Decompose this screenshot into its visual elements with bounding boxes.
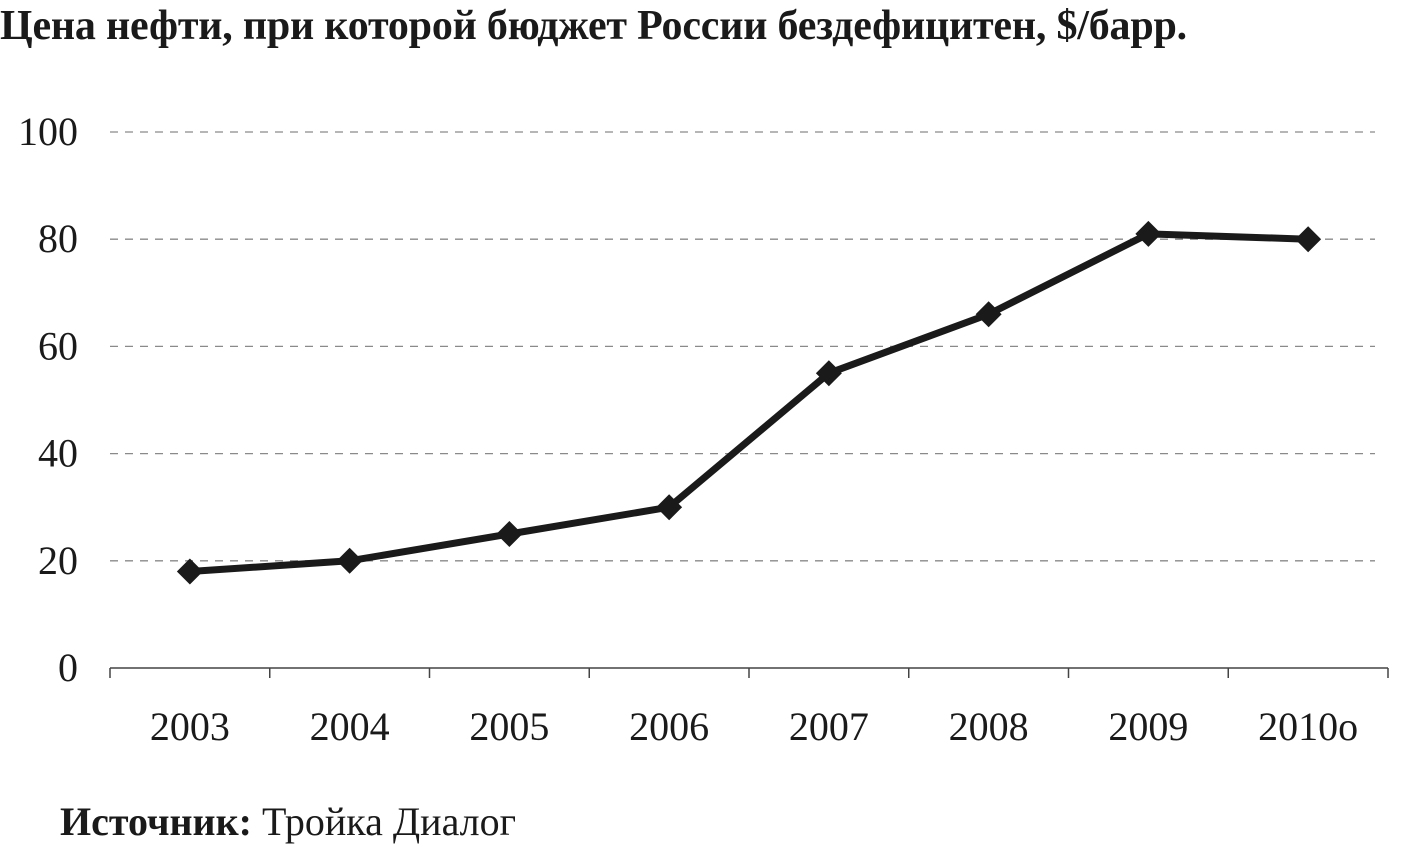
x-tick-label: 2009 [1108, 704, 1188, 749]
data-point-marker [176, 558, 203, 585]
data-point-marker [656, 494, 683, 521]
x-axis-tick-labels: 2003 2004 2005 2006 2007 2008 2009 2010о [150, 704, 1358, 749]
y-axis-tick-labels: 0 20 40 60 80 100 [18, 109, 78, 690]
source-text: Тройка Диалог [261, 799, 517, 844]
y-tick-label: 60 [38, 323, 78, 368]
x-axis [109, 667, 1389, 678]
x-tick-label: 2006 [629, 704, 709, 749]
y-tick-label: 0 [58, 645, 78, 690]
y-tick-label: 20 [38, 538, 78, 583]
data-point-marker [815, 360, 842, 387]
data-series [176, 220, 1322, 585]
x-tick-label: 2004 [310, 704, 390, 749]
data-point-marker [496, 521, 523, 547]
x-tick-label: 2003 [150, 704, 230, 749]
data-point-marker [975, 301, 1002, 328]
data-point-marker [1295, 226, 1322, 253]
x-tick-label: 2007 [789, 704, 869, 749]
x-tick-label: 2008 [949, 704, 1029, 749]
y-tick-label: 80 [38, 216, 78, 261]
gridlines [110, 131, 1375, 562]
x-tick-label: 2005 [469, 704, 549, 749]
x-tick-label: 2010о [1258, 704, 1358, 749]
y-tick-label: 40 [38, 431, 78, 476]
data-point-marker [1135, 220, 1162, 247]
source-label: Источник: [60, 799, 252, 844]
chart-title: Цена нефти, при которой бюджет России бе… [0, 3, 1187, 49]
data-point-marker [336, 547, 363, 574]
series-line [189, 230, 1309, 576]
y-tick-label: 100 [18, 109, 78, 154]
source-note: Источник: Тройка Диалог [60, 798, 516, 845]
